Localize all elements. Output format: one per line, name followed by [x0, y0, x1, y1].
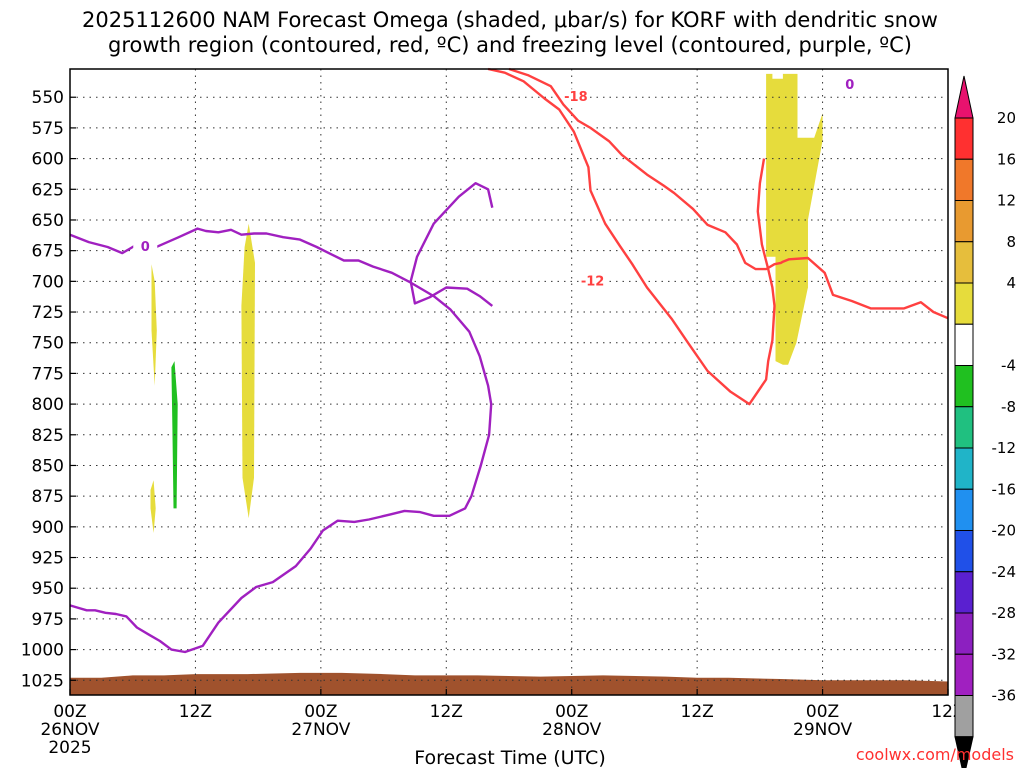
colorbar-tick-label: -12 [992, 439, 1017, 457]
x-tick-label: 12Z [430, 702, 463, 722]
colorbar-tick-label: -28 [992, 604, 1017, 622]
y-tick-label: 975 [32, 610, 64, 630]
y-tick-label: 600 [32, 150, 64, 170]
colorbar-tick-label: -4 [1001, 357, 1016, 375]
purple-isotherm-contour-0 [69, 227, 493, 654]
colorbar-tick-label: 12 [997, 192, 1016, 210]
colorbar-segment [954, 241, 974, 284]
plot-contours: -18 -12 0 0 [69, 67, 949, 654]
omega-shade-3 [241, 223, 255, 519]
y-tick-label: 775 [32, 364, 64, 384]
x-tick-label: 28NOV [542, 720, 601, 740]
red-isotherm-label-bg [580, 273, 605, 288]
colorbar-tick-label: 4 [1006, 274, 1016, 292]
y-tick-label: 575 [32, 119, 64, 139]
omega-shade-5 [780, 207, 808, 365]
colorbar: 20 16 12 8 4 -4 -8 -12 -16 -20 -24 -28 -32 -36 [954, 75, 1017, 768]
colorbar-segment [954, 406, 974, 449]
omega-shade-0 [151, 264, 157, 386]
purple-isotherm-contour-label: 0 [845, 78, 854, 93]
colorbar-segment [954, 158, 974, 201]
x-tick-label: 12Z [681, 702, 714, 722]
x-tick-label: 00Z [53, 702, 86, 722]
colorbar-tick-label: 8 [1006, 233, 1016, 251]
colorbar-tick-label: 16 [997, 150, 1016, 168]
purple-isotherm-label-bg [837, 76, 862, 91]
colorbar-tick-label: -16 [992, 480, 1017, 498]
x-tick-label: 2025 [48, 738, 91, 758]
y-tick-label: 650 [32, 211, 64, 231]
colorbar-segment [954, 365, 974, 408]
y-tick-label: 625 [32, 180, 64, 200]
colorbar-segment [954, 612, 974, 655]
colorbar-segment [954, 695, 974, 738]
colorbar-segment [954, 282, 974, 325]
x-tick-label: 26NOV [40, 720, 99, 740]
red-isotherm-contour-1 [487, 67, 776, 406]
y-tick-label: 550 [32, 88, 64, 108]
x-tick-label: 12Z [179, 702, 212, 722]
colorbar-segment [954, 571, 974, 614]
purple-isotherm-label-bg [133, 238, 158, 253]
y-tick-label: 1000 [21, 641, 64, 661]
colorbar-segment [954, 530, 974, 573]
colorbar-segment [954, 447, 974, 490]
colorbar-segment [954, 323, 974, 366]
y-tick-label: 850 [32, 456, 64, 476]
omega-shade-1 [150, 480, 156, 533]
colorbar-tick-label: -20 [992, 522, 1017, 540]
red-isotherm-contour-0 [508, 67, 949, 320]
y-tick-label: 875 [32, 487, 64, 507]
chart-title-line-1: 2025112600 NAM Forecast Omega (shaded, μ… [82, 8, 938, 32]
y-tick-label: 950 [32, 579, 64, 599]
colorbar-segment [954, 200, 974, 243]
purple-isotherm-contour-label: 0 [141, 240, 150, 255]
colorbar-segment [954, 117, 974, 160]
source-credit: coolwx.com/models [856, 745, 1014, 764]
colorbar-tick-label: -32 [992, 645, 1017, 663]
colorbar-segment [954, 653, 974, 696]
x-tick-label: 00Z [806, 702, 839, 722]
colorbar-bottom-triangle [954, 736, 974, 768]
y-tick-label: 675 [32, 242, 64, 262]
red-isotherm-contour-label: -18 [564, 90, 588, 105]
surface-terrain [70, 672, 948, 695]
y-tick-label: 825 [32, 426, 64, 446]
x-tick-label: 00Z [555, 702, 588, 722]
x-tick-label: 27NOV [291, 720, 350, 740]
red-isotherm-contour-label: -12 [581, 274, 605, 289]
y-tick-label: 925 [32, 549, 64, 569]
colorbar-tick-label: 20 [997, 109, 1016, 127]
x-tick-label: 29NOV [793, 720, 852, 740]
y-tick-label: 725 [32, 303, 64, 323]
y-tick-label: 900 [32, 518, 64, 538]
colorbar-tick-label: -36 [992, 687, 1017, 705]
y-tick-label: 700 [32, 272, 64, 292]
chart-title-line-2: growth region (contoured, red, ºC) and f… [108, 33, 912, 57]
plot-frame [69, 68, 949, 696]
colorbar-tick-label: -8 [1001, 398, 1016, 416]
x-tick-label: 00Z [304, 702, 337, 722]
y-axis: 550 575 600 625 650 675 700 725 750 775 800 825 850 8… [21, 88, 64, 691]
red-isotherm-label-bg [563, 89, 588, 104]
colorbar-tick-label: -24 [992, 563, 1017, 581]
plot-fills [70, 73, 948, 695]
y-tick-label: 1025 [21, 671, 64, 691]
y-tick-label: 800 [32, 395, 64, 415]
y-tick-label: 750 [32, 334, 64, 354]
purple-isotherm-contour-1 [409, 181, 494, 307]
colorbar-segment [954, 488, 974, 531]
colorbar-top-triangle [954, 75, 974, 119]
x-axis-label: Forecast Time (UTC) [414, 747, 605, 768]
